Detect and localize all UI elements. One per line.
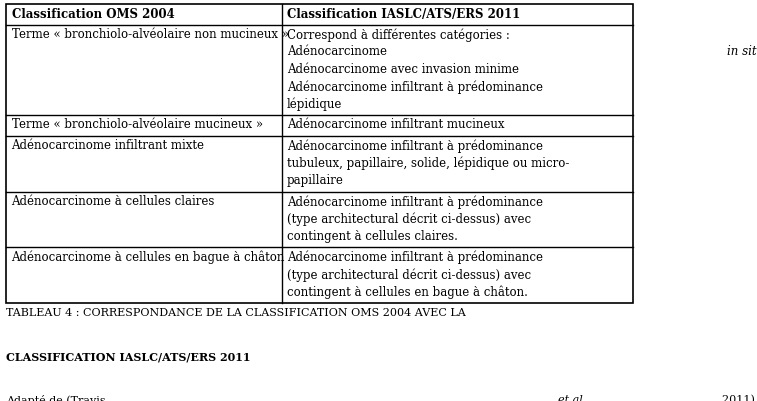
Text: Terme « bronchiolo-alvéolaire non mucineux »: Terme « bronchiolo-alvéolaire non mucine… xyxy=(11,28,288,41)
Text: Classification IASLC/ATS/ERS 2011: Classification IASLC/ATS/ERS 2011 xyxy=(287,8,520,20)
Text: Adénocarcinome avec invasion minime: Adénocarcinome avec invasion minime xyxy=(287,63,519,76)
Text: Adénocarcinome infiltrant mucineux: Adénocarcinome infiltrant mucineux xyxy=(287,118,504,132)
Text: Correspond à différentes catégories :: Correspond à différentes catégories : xyxy=(287,28,510,42)
Text: Adénocarcinome: Adénocarcinome xyxy=(287,45,391,59)
Text: Terme « bronchiolo-alvéolaire mucineux »: Terme « bronchiolo-alvéolaire mucineux » xyxy=(11,118,263,132)
Text: lépidique: lépidique xyxy=(287,97,342,111)
Text: papillaire: papillaire xyxy=(287,174,344,187)
Text: contingent à cellules en bague à châton.: contingent à cellules en bague à châton. xyxy=(287,286,528,299)
Text: (type architectural décrit ci-dessus) avec: (type architectural décrit ci-dessus) av… xyxy=(287,268,531,282)
Text: CLASSIFICATION IASLC/ATS/ERS 2011: CLASSIFICATION IASLC/ATS/ERS 2011 xyxy=(6,352,251,363)
Text: Adénocarcinome infiltrant mixte: Adénocarcinome infiltrant mixte xyxy=(11,140,204,152)
Text: contingent à cellules claires.: contingent à cellules claires. xyxy=(287,230,458,243)
Text: Adénocarcinome à cellules claires: Adénocarcinome à cellules claires xyxy=(11,195,215,208)
Text: Classification OMS 2004: Classification OMS 2004 xyxy=(11,8,174,20)
Text: Adapté de (Travis: Adapté de (Travis xyxy=(6,395,110,401)
Text: tubuleux, papillaire, solide, lépidique ou micro-: tubuleux, papillaire, solide, lépidique … xyxy=(287,157,569,170)
Text: Adénocarcinome infiltrant à prédominance: Adénocarcinome infiltrant à prédominance xyxy=(287,140,543,153)
Text: , 2011).: , 2011). xyxy=(715,395,757,401)
Text: Adénocarcinome infiltrant à prédominance: Adénocarcinome infiltrant à prédominance xyxy=(287,251,543,264)
Text: Adénocarcinome infiltrant à prédominance: Adénocarcinome infiltrant à prédominance xyxy=(287,195,543,209)
Text: Adénocarcinome à cellules en bague à châton: Adénocarcinome à cellules en bague à châ… xyxy=(11,251,285,264)
Text: in situ: in situ xyxy=(727,45,757,59)
Text: (type architectural décrit ci-dessus) avec: (type architectural décrit ci-dessus) av… xyxy=(287,213,531,226)
Text: et al.: et al. xyxy=(559,395,587,401)
Text: Adénocarcinome infiltrant à prédominance: Adénocarcinome infiltrant à prédominance xyxy=(287,80,543,93)
Text: TABLEAU 4 : CORRESPONDANCE DE LA CLASSIFICATION OMS 2004 AVEC LA: TABLEAU 4 : CORRESPONDANCE DE LA CLASSIF… xyxy=(6,308,466,318)
Bar xyxy=(6,4,633,303)
